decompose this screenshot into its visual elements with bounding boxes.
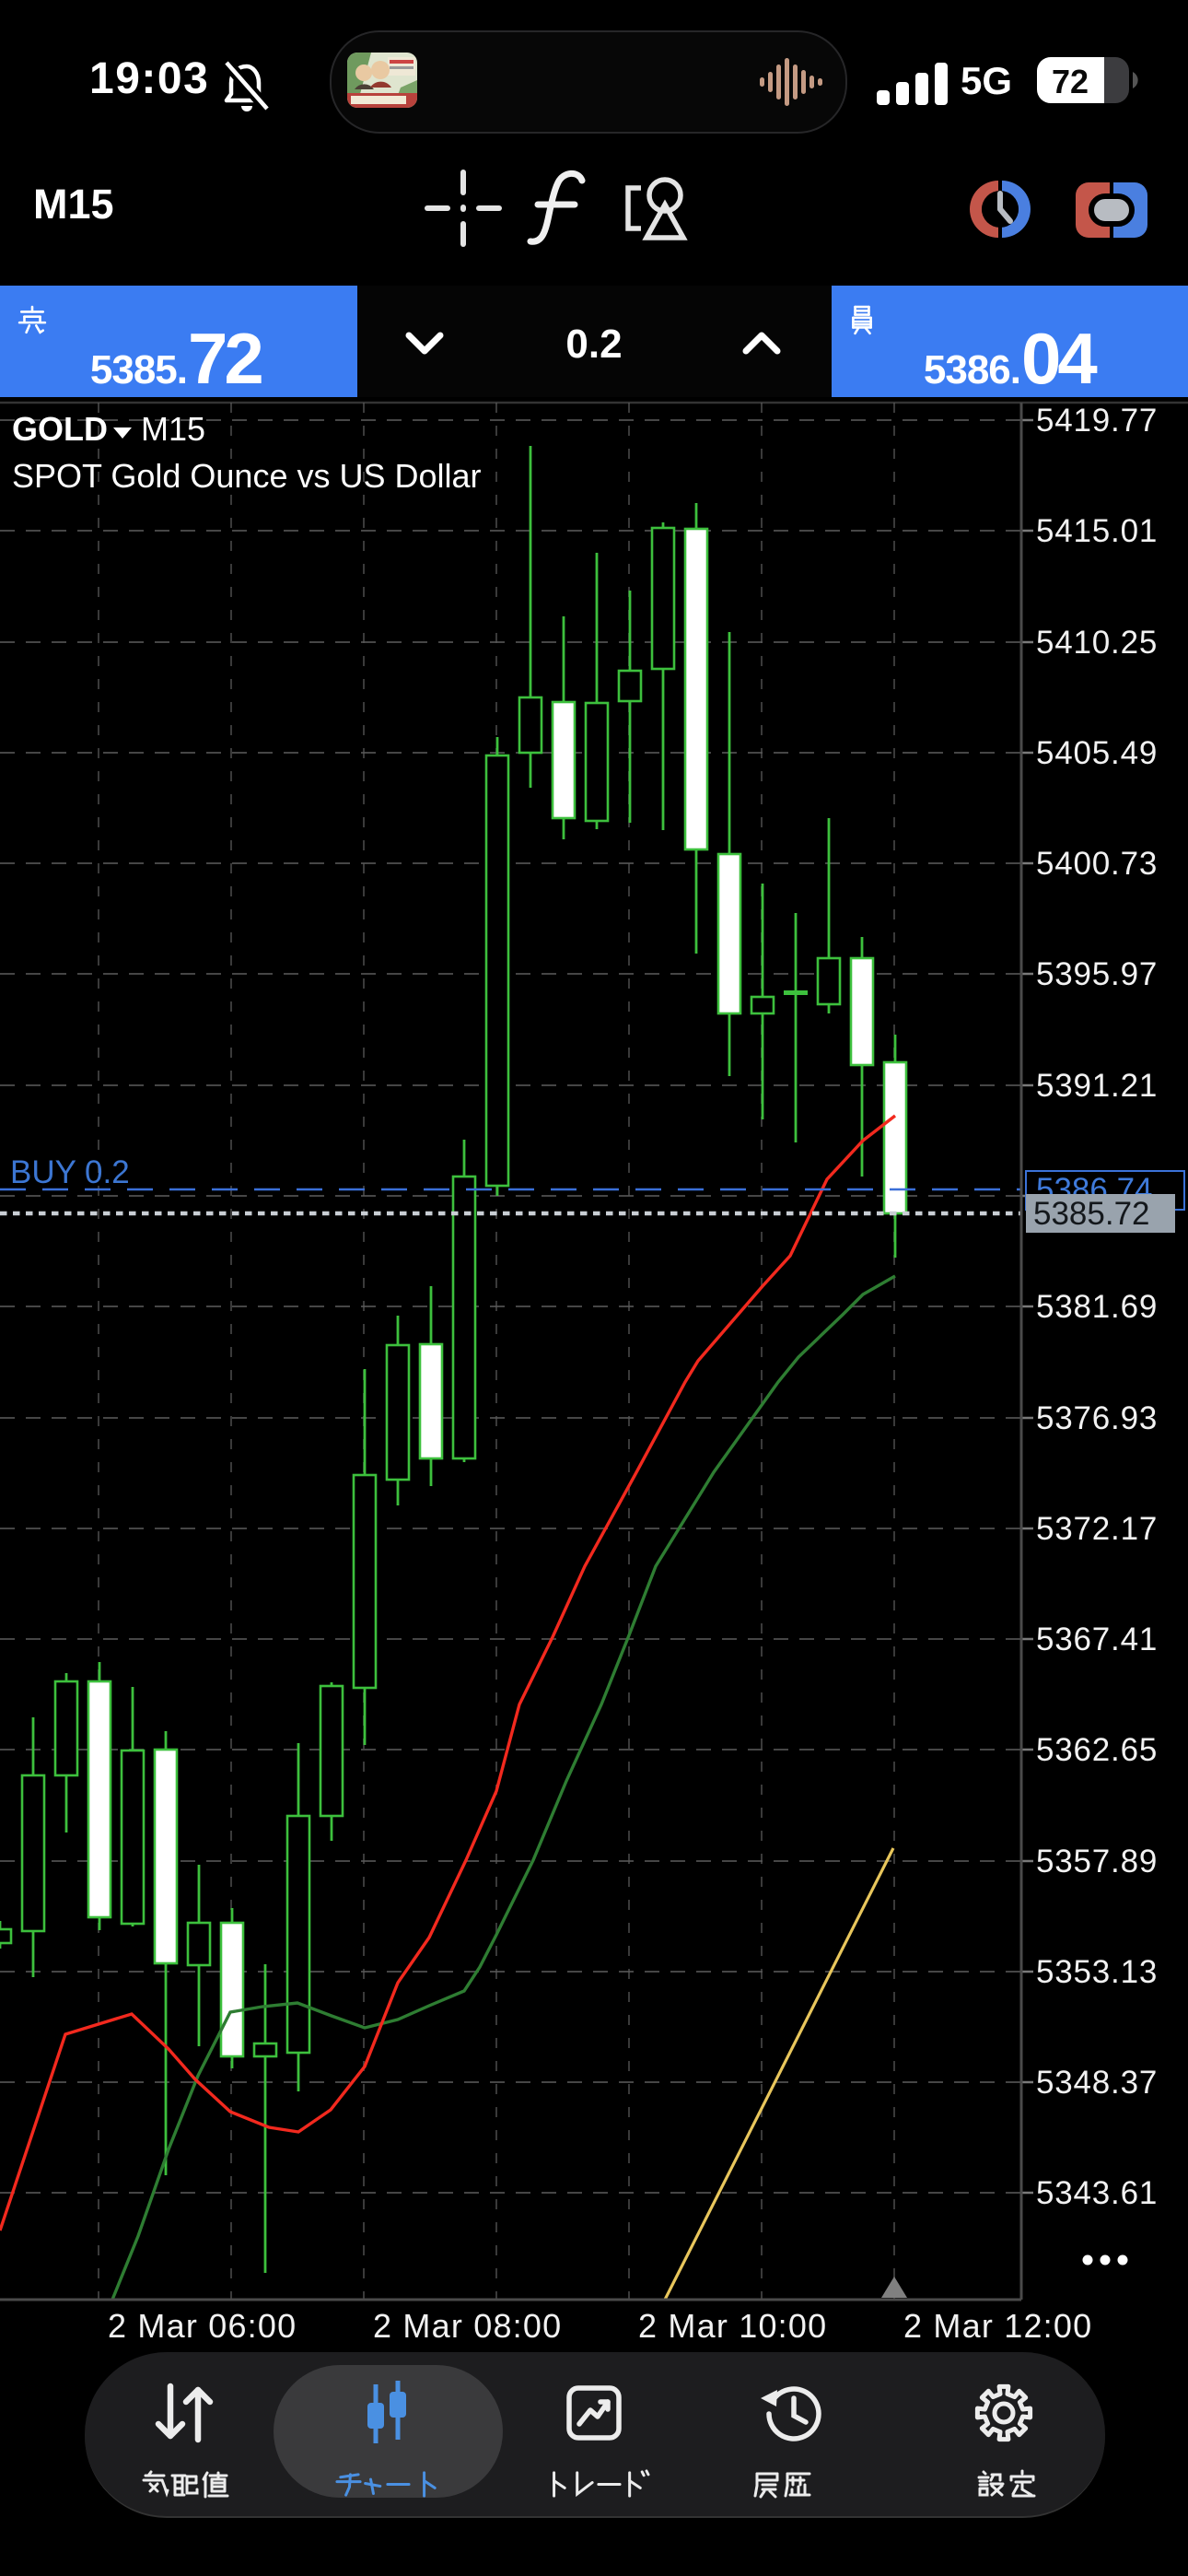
svg-text:5386.: 5386. (924, 347, 1020, 392)
svg-text:5367.41: 5367.41 (1036, 1622, 1158, 1657)
svg-text:5410.25: 5410.25 (1036, 625, 1158, 661)
svg-text:5385.: 5385. (90, 347, 187, 392)
svg-text:5385.72: 5385.72 (1033, 1196, 1150, 1232)
svg-text:SPOT Gold Ounce vs US Dollar: SPOT Gold Ounce vs US Dollar (12, 457, 482, 495)
svg-text:0.2: 0.2 (565, 322, 622, 367)
svg-text:5381.69: 5381.69 (1036, 1289, 1158, 1325)
svg-text:BUY 0.2: BUY 0.2 (10, 1154, 130, 1190)
svg-text:5348.37: 5348.37 (1036, 2065, 1158, 2101)
svg-text:5419.77: 5419.77 (1036, 403, 1158, 439)
svg-text:5353.13: 5353.13 (1036, 1954, 1158, 1990)
svg-text:72: 72 (1052, 63, 1089, 100)
svg-text:2 Mar 12:00: 2 Mar 12:00 (903, 2307, 1092, 2340)
svg-text:5395.97: 5395.97 (1036, 956, 1158, 992)
svg-text:GOLD: GOLD (12, 410, 108, 448)
svg-text:5415.01: 5415.01 (1036, 513, 1158, 549)
svg-text:5400.73: 5400.73 (1036, 846, 1158, 882)
svg-text:5391.21: 5391.21 (1036, 1068, 1158, 1104)
svg-text:04: 04 (1021, 318, 1097, 397)
svg-text:5376.93: 5376.93 (1036, 1400, 1158, 1436)
svg-text:72: 72 (188, 318, 262, 397)
svg-text:5343.61: 5343.61 (1036, 2175, 1158, 2211)
svg-text:5357.89: 5357.89 (1036, 1844, 1158, 1879)
svg-text:2 Mar 10:00: 2 Mar 10:00 (638, 2307, 827, 2340)
svg-text:2 Mar 08:00: 2 Mar 08:00 (373, 2307, 562, 2340)
svg-text:5362.65: 5362.65 (1036, 1732, 1158, 1768)
svg-text:5372.17: 5372.17 (1036, 1511, 1158, 1547)
svg-text:2 Mar 06:00: 2 Mar 06:00 (108, 2307, 297, 2340)
svg-text:M15: M15 (141, 410, 205, 448)
svg-text:5405.49: 5405.49 (1036, 735, 1158, 771)
